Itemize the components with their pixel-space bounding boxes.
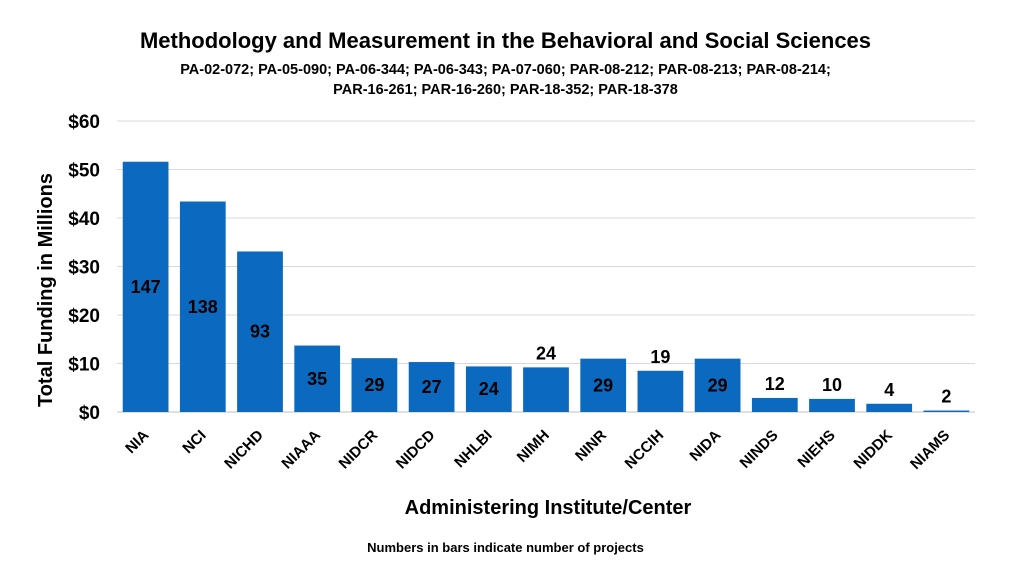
bar-niddk — [866, 403, 913, 412]
x-tick-label: NIEHS — [794, 427, 838, 471]
y-tick-label: $30 — [68, 258, 100, 279]
bar-count-label: 12 — [765, 374, 785, 394]
chart-subtitle: PA-02-072; PA-05-090; PA-06-344; PA-06-3… — [130, 60, 881, 100]
x-tick-label: NHLBI — [451, 427, 495, 471]
bar-count-label: 29 — [593, 375, 613, 395]
bar-nimh — [523, 367, 569, 412]
subtitle-line-1: PA-02-072; PA-05-090; PA-06-344; PA-06-3… — [180, 62, 831, 78]
bar-count-label: 35 — [307, 369, 327, 389]
bar-count-labels: 147 138 93 35 29 27 24 24 29 19 29 12 10 4 2 — [131, 277, 952, 407]
x-tick-label: NCCIH — [622, 427, 668, 473]
bar-count-label: 2 — [941, 387, 951, 407]
bar-nida — [694, 358, 741, 412]
bar-nidcr — [351, 358, 398, 412]
bar-nichd — [237, 251, 283, 412]
y-tick-labels: $0 $10 $20 $30 $40 $50 $60 — [68, 112, 100, 424]
bar-nidcd — [408, 362, 455, 412]
bar-nia — [122, 161, 169, 412]
bar-niehs — [809, 398, 855, 412]
x-tick-label: NINR — [572, 427, 610, 465]
x-tick-label: NIDCD — [393, 427, 439, 473]
bar-niams — [923, 410, 970, 412]
bar-ninr — [580, 358, 627, 412]
x-tick-label: NIAAA — [278, 427, 324, 473]
y-tick-label: $20 — [68, 306, 100, 327]
bar-count-label: 138 — [188, 297, 218, 317]
x-tick-label: NINDS — [737, 427, 782, 472]
x-tick-label: NCI — [179, 427, 209, 457]
x-tick-label: NIMH — [514, 427, 553, 466]
bar-nci — [179, 201, 226, 412]
x-tick-labels: NIA NCI NICHD NIAAA NIDCR NIDCD NHLBI NIMH NINR N… — [122, 427, 953, 473]
bar-niaaa — [294, 345, 341, 412]
x-tick-label: NICHD — [221, 427, 267, 473]
chart-title: Methodology and Measurement in the Behav… — [139, 28, 872, 53]
footnote: Numbers in bars indicate number of proje… — [367, 540, 644, 555]
x-tick-label: NIDDK — [850, 427, 896, 473]
bar-count-label: 147 — [131, 277, 161, 297]
x-tick-label: NIDCR — [336, 427, 382, 473]
bar-count-label: 10 — [822, 375, 842, 395]
subtitle-line-2: PAR-16-261; PAR-16-260; PAR-18-352; PAR-… — [333, 82, 678, 98]
bar-count-label: 93 — [250, 322, 270, 342]
bars — [122, 161, 970, 412]
bar-count-label: 29 — [708, 375, 728, 395]
y-tick-label: $10 — [68, 355, 100, 376]
bar-count-label: 19 — [650, 347, 670, 367]
bar-count-label: 24 — [479, 379, 499, 399]
y-axis-label: Total Funding in Millions — [35, 173, 57, 407]
x-tick-label: NIDA — [686, 427, 724, 465]
bar-ninds — [751, 397, 798, 412]
y-tick-label: $50 — [68, 161, 100, 182]
y-tick-label: $0 — [79, 403, 100, 424]
x-axis-label: Administering Institute/Center — [405, 497, 692, 519]
bar-nhlbi — [465, 366, 512, 412]
bar-count-label: 24 — [536, 343, 556, 363]
bar-count-label: 29 — [364, 375, 384, 395]
x-tick-label: NIA — [122, 427, 152, 457]
y-tick-label: $60 — [68, 112, 100, 133]
x-tick-label: NIAMS — [907, 427, 953, 473]
bar-nccih — [637, 370, 684, 412]
bar-count-label: 27 — [422, 377, 442, 397]
bar-count-label: 4 — [884, 380, 894, 400]
y-tick-label: $40 — [68, 209, 100, 230]
